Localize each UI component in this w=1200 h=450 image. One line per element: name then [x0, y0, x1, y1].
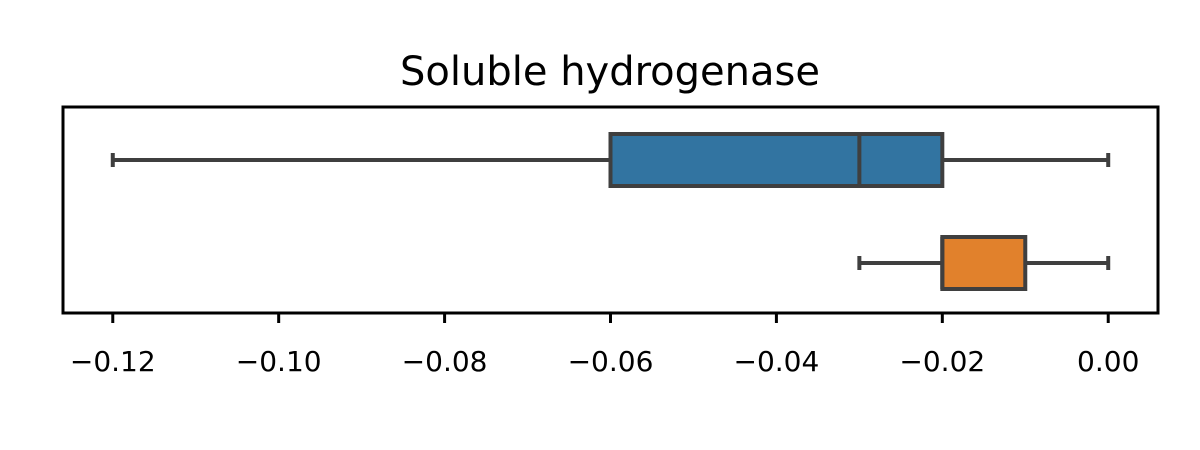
x-tick-label: −0.08: [402, 345, 488, 378]
x-tick-label: 0.00: [1077, 345, 1139, 378]
box-group-2: [857, 235, 1111, 291]
x-tick-label: −0.04: [734, 345, 820, 378]
x-tick-label: −0.02: [899, 345, 985, 378]
box-group-1: [110, 132, 1111, 188]
x-tick-label: −0.06: [568, 345, 654, 378]
x-tick-label: −0.10: [236, 345, 322, 378]
x-axis: −0.12 −0.10 −0.08 −0.06 −0.04 −0.02 0.00: [70, 313, 1139, 378]
boxes-layer: [110, 132, 1111, 291]
box: [608, 132, 945, 188]
box: [940, 235, 1028, 291]
chart-title: Soluble hydrogenase: [400, 49, 820, 95]
x-tick-label: −0.12: [70, 345, 156, 378]
